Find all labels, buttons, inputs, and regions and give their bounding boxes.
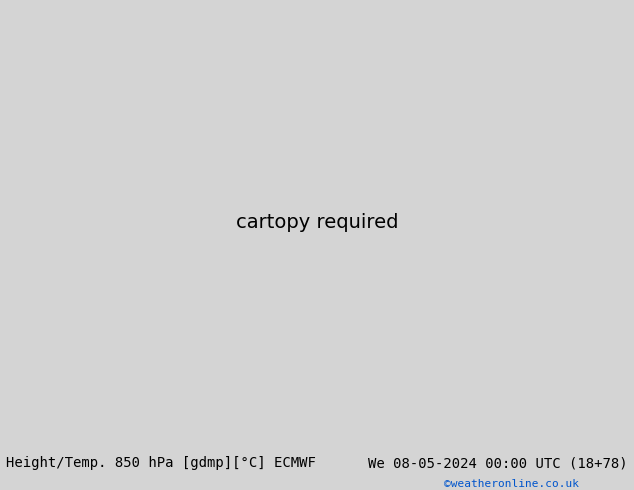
Text: cartopy required: cartopy required: [236, 214, 398, 232]
Text: ©weatheronline.co.uk: ©weatheronline.co.uk: [444, 479, 579, 489]
Text: Height/Temp. 850 hPa [gdmp][°C] ECMWF: Height/Temp. 850 hPa [gdmp][°C] ECMWF: [6, 456, 316, 470]
Text: We 08-05-2024 00:00 UTC (18+78): We 08-05-2024 00:00 UTC (18+78): [368, 456, 628, 470]
